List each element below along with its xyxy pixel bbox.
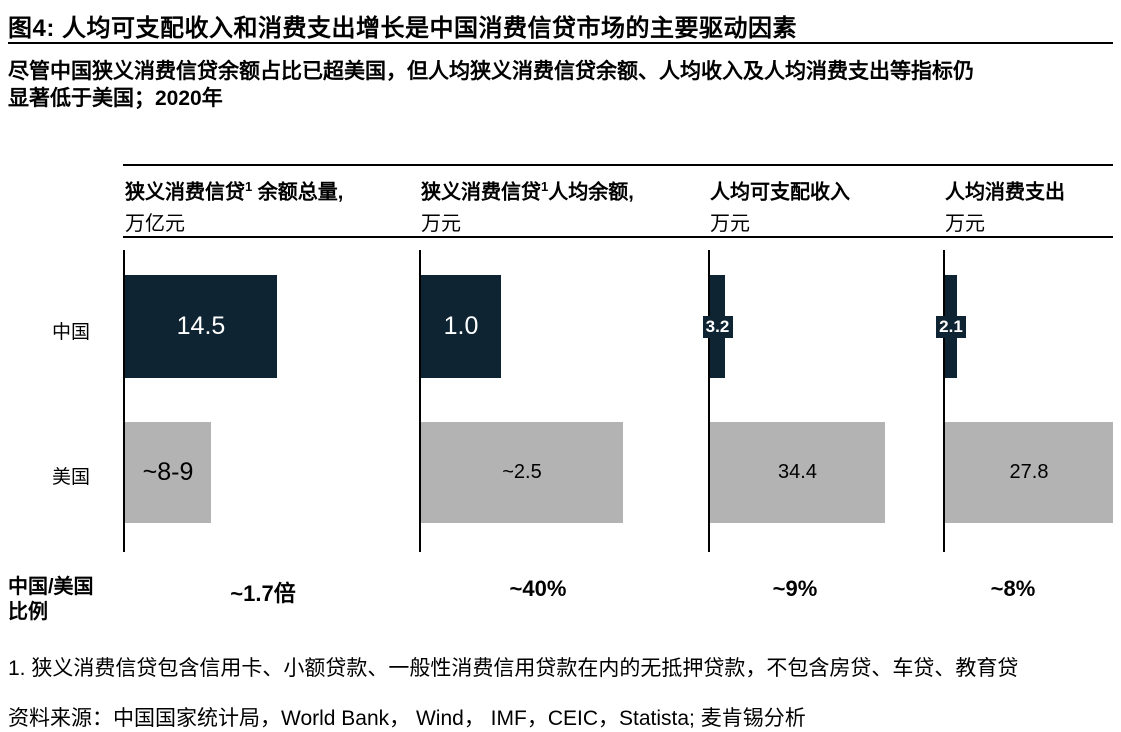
bar-value-label: 1.0 xyxy=(443,312,479,340)
row-label-us: 美国 xyxy=(51,467,90,488)
axis-line xyxy=(123,250,125,552)
bar-value-label: 27.8 xyxy=(1009,461,1049,483)
china-bar: 1.0 xyxy=(421,275,501,378)
footnote: 1. 狭义消费信贷包含信用卡、小额贷款、一般性消费信用贷款在内的无抵押贷款，不包… xyxy=(8,657,1019,680)
china-value-tag: 3.2 xyxy=(702,316,733,338)
china-value-tag: 2.1 xyxy=(936,316,966,338)
footnote-marker: 1 xyxy=(245,179,253,194)
us-bar: ~8-9 xyxy=(125,422,211,523)
column-header-consumption: 人均消费支出 万元 xyxy=(945,171,1065,240)
header-text: 狭义消费信贷 xyxy=(421,181,541,204)
header-band-top-rule xyxy=(123,164,1113,166)
us-bar: ~2.5 xyxy=(421,422,623,523)
header-band-bottom-rule xyxy=(123,236,1113,238)
ratio-row-label-line2: 比例 xyxy=(8,601,48,623)
us-bar: 34.4 xyxy=(710,422,885,523)
ratio-value: ~9% xyxy=(772,576,818,601)
bar-value-label: 34.4 xyxy=(778,461,817,483)
ratio-value: ~1.7倍 xyxy=(230,581,296,606)
axis-line xyxy=(419,250,421,552)
header-text: 狭义消费信贷 xyxy=(125,181,245,204)
footnote-marker: 1 xyxy=(541,179,549,194)
header-unit: 万元 xyxy=(710,212,750,235)
header-text-rest: 人均余额, xyxy=(548,181,634,204)
header-text: 人均消费支出 xyxy=(945,181,1065,204)
header-unit: 万元 xyxy=(421,212,461,235)
header-unit: 万元 xyxy=(945,212,985,235)
chart-subtitle: 尽管中国狭义消费信贷余额占比已超美国，但人均狭义消费信贷余额、人均收入及人均消费… xyxy=(8,58,974,112)
header-text-rest: 余额总量, xyxy=(252,181,344,204)
source-line: 资料来源：中国国家统计局，World Bank， Wind， IMF，CEIC，… xyxy=(8,707,806,730)
subtitle-line1: 尽管中国狭义消费信贷余额占比已超美国，但人均狭义消费信贷余额、人均收入及人均消费… xyxy=(8,60,974,83)
ratio-value: ~8% xyxy=(990,576,1036,601)
ratio-value: ~40% xyxy=(509,576,567,601)
row-label-china: 中国 xyxy=(51,322,90,343)
column-header-credit-total: 狭义消费信贷1 余额总量, 万亿元 xyxy=(125,171,343,240)
column-header-credit-percapita: 狭义消费信贷1人均余额, 万元 xyxy=(421,171,634,240)
axis-line xyxy=(708,250,710,552)
axis-line xyxy=(943,250,945,552)
bar-value-label: 14.5 xyxy=(176,312,226,340)
bar-value-label: ~2.5 xyxy=(502,461,542,483)
bar-value-label: ~8-9 xyxy=(142,458,194,486)
header-text: 人均可支配收入 xyxy=(710,181,850,204)
page-title: 图4: 人均可支配收入和消费支出增长是中国消费信贷市场的主要驱动因素 xyxy=(8,15,798,42)
header-unit: 万亿元 xyxy=(125,212,185,235)
us-bar: 27.8 xyxy=(945,422,1113,523)
title-divider xyxy=(8,42,1113,44)
ratio-row-label-line1: 中国/美国 xyxy=(8,576,94,598)
subtitle-line2: 显著低于美国；2020年 xyxy=(8,87,223,110)
china-bar: 14.5 xyxy=(125,275,277,378)
column-header-disposable-income: 人均可支配收入 万元 xyxy=(710,171,850,240)
